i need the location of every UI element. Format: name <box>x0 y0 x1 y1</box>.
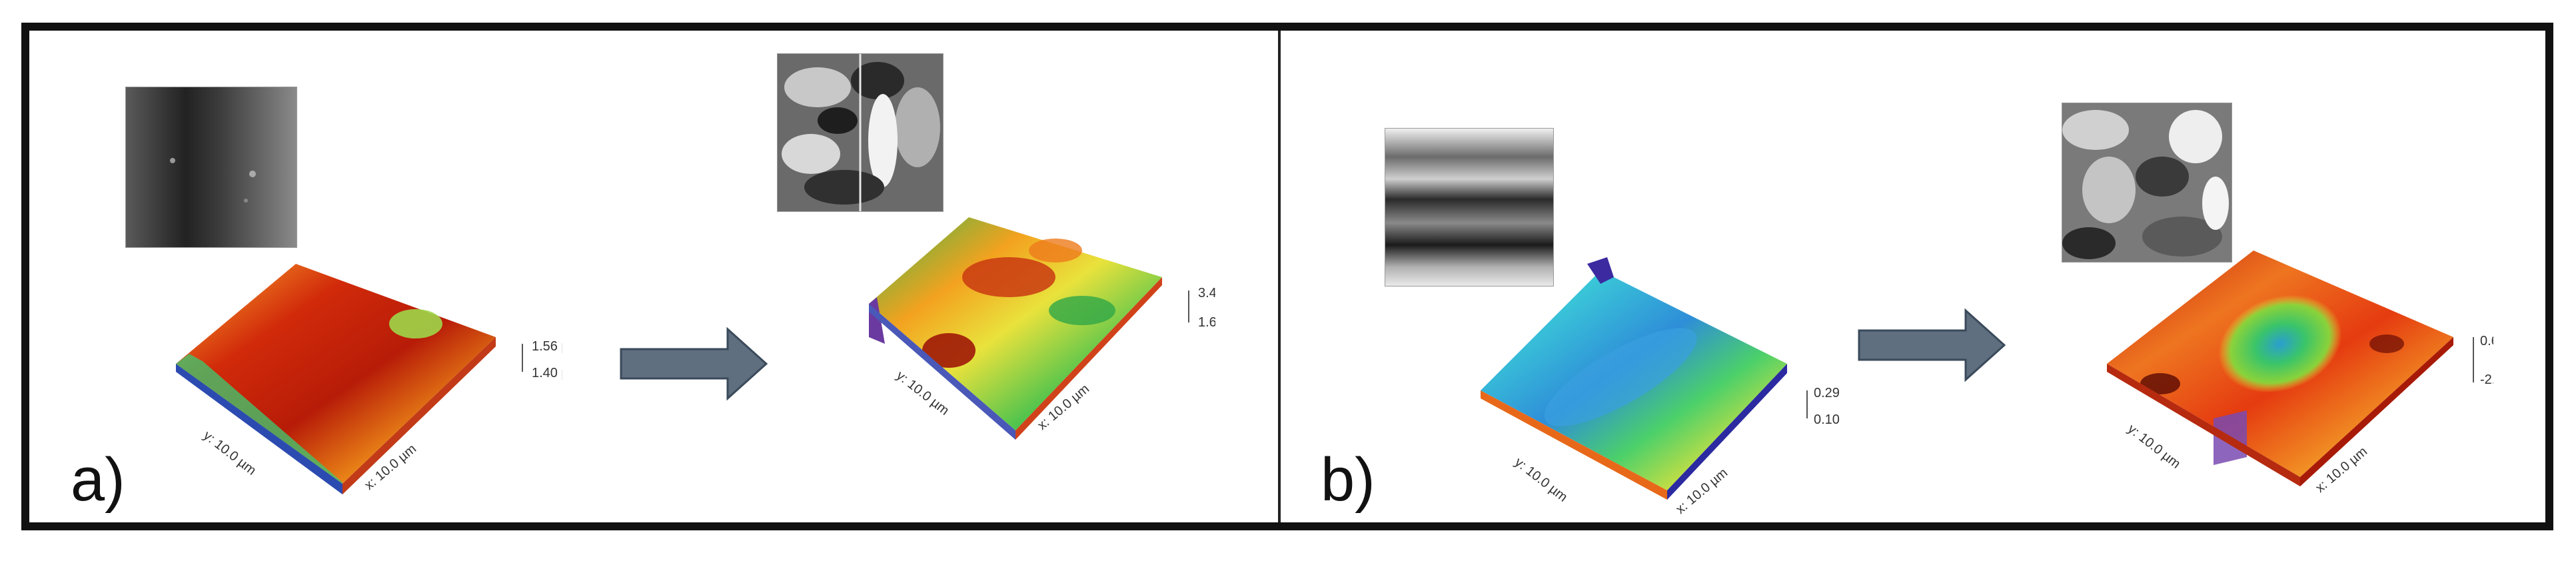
arrow-a <box>620 326 768 401</box>
surface-plot-b-after: 0.6 µm -2.8 µm y: 10.0 µm x: 10.0 µm <box>2107 251 2493 496</box>
b-after-height-max: 0.6 µm <box>2480 334 2493 348</box>
arrow-b <box>1858 308 2006 382</box>
panel-b-label: b) <box>1321 446 1375 514</box>
surface-plot-a-after: 3.4 µm 1.6 µm y: 10.0 µm x: 10.0 µm <box>869 217 1215 440</box>
surface-b-after-highlight <box>2218 294 2342 393</box>
surface-plot-a-before: 1.56 µm 1.40 µm y: 10.0 µm x: 10.0 µm <box>176 264 562 494</box>
micrograph-a-after <box>777 53 944 212</box>
b-before-height-min: 0.10 µm <box>1814 412 1840 427</box>
b-before-height-max: 0.29 µm <box>1814 386 1840 400</box>
panel-b: 0.29 µm 0.10 µm y: 10.0 µm x: 10.0 µm <box>1281 31 2545 522</box>
surface-plot-b-before: 0.29 µm 0.10 µm y: 10.0 µm x: 10.0 µm <box>1481 257 1840 517</box>
a-before-height-min: 1.40 µm <box>532 366 562 380</box>
micrograph-a-before-image <box>126 87 297 247</box>
figure-frame: 1.56 µm 1.40 µm y: 10.0 µm x: 10.0 µm <box>21 23 2553 530</box>
a-after-height-min: 1.6 µm <box>1198 315 1215 330</box>
micrograph-b-before <box>1385 128 1554 286</box>
panel-a-label: a) <box>71 446 125 514</box>
a-before-height-max: 1.56 µm <box>532 339 562 354</box>
micrograph-a-after-image <box>778 54 943 211</box>
surface-a-after-top <box>869 217 1162 430</box>
surface-a-before-side <box>176 364 342 494</box>
micrograph-b-after <box>2062 103 2232 263</box>
b-after-y-label: y: 10.0 µm <box>2125 422 2183 472</box>
micrograph-b-before-image <box>1385 129 1553 286</box>
b-after-height-min: -2.8 µm <box>2480 372 2493 387</box>
surface-b-before-side <box>1481 390 1667 500</box>
panel-a: 1.56 µm 1.40 µm y: 10.0 µm x: 10.0 µm <box>29 31 1278 522</box>
panel-divider <box>1278 31 1281 522</box>
a-after-height-max: 3.4 µm <box>1198 286 1215 300</box>
surface-a-before-highlight <box>389 309 442 338</box>
micrograph-a-before <box>125 87 297 248</box>
micrograph-b-after-image <box>2062 103 2232 262</box>
a-before-y-label: y: 10.0 µm <box>201 428 259 478</box>
b-before-y-label: y: 10.0 µm <box>1512 455 1570 505</box>
